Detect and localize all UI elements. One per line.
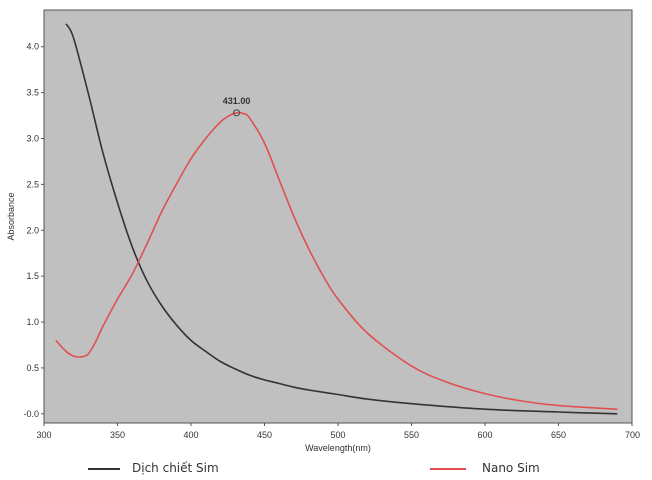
- x-axis-ticks: 300 350 400 450 500 550 600 650 700: [36, 423, 640, 440]
- peak-marker: [232, 109, 241, 117]
- x-tick-label: 500: [330, 430, 345, 440]
- x-tick-label: 350: [110, 430, 125, 440]
- y-tick-label: 4.0: [26, 42, 39, 52]
- y-tick-label: 2.5: [26, 179, 39, 189]
- x-tick-label: 650: [551, 430, 566, 440]
- y-tick-label: 3.0: [26, 133, 39, 143]
- y-tick-label: -0.0: [23, 409, 39, 419]
- y-tick-label: 1.5: [26, 271, 39, 281]
- legend-label-nano-sim: Nano Sim: [482, 461, 540, 475]
- x-tick-label: 550: [404, 430, 419, 440]
- legend-label-dich-chiet-sim: Dịch chiết Sim: [132, 461, 219, 475]
- x-tick-label: 600: [477, 430, 492, 440]
- peak-label: 431.00: [223, 96, 251, 106]
- x-axis-label: Wavelength(nm): [305, 443, 371, 453]
- plot-area: [43, 9, 633, 424]
- x-tick-label: 700: [625, 430, 640, 440]
- y-tick-label: 2.0: [26, 225, 39, 235]
- y-axis-label: Absorbance: [6, 192, 16, 240]
- series-line-nano-sim: [55, 111, 618, 410]
- y-tick-label: 0.5: [26, 363, 39, 373]
- x-tick-label: 300: [36, 430, 51, 440]
- legend: Dịch chiết Sim Nano Sim: [88, 461, 540, 475]
- x-tick-label: 450: [257, 430, 272, 440]
- series-lines: [55, 23, 618, 415]
- y-axis-ticks: -0.0 0.5 1.0 1.5 2.0 2.5 3.0 3.5 4.0: [23, 42, 44, 419]
- x-tick-label: 400: [183, 430, 198, 440]
- y-tick-label: 3.5: [26, 88, 39, 98]
- series-line-dich-chiet-sim: [65, 23, 618, 415]
- y-tick-label: 1.0: [26, 317, 39, 327]
- peak-annotation: 431.00: [223, 96, 251, 117]
